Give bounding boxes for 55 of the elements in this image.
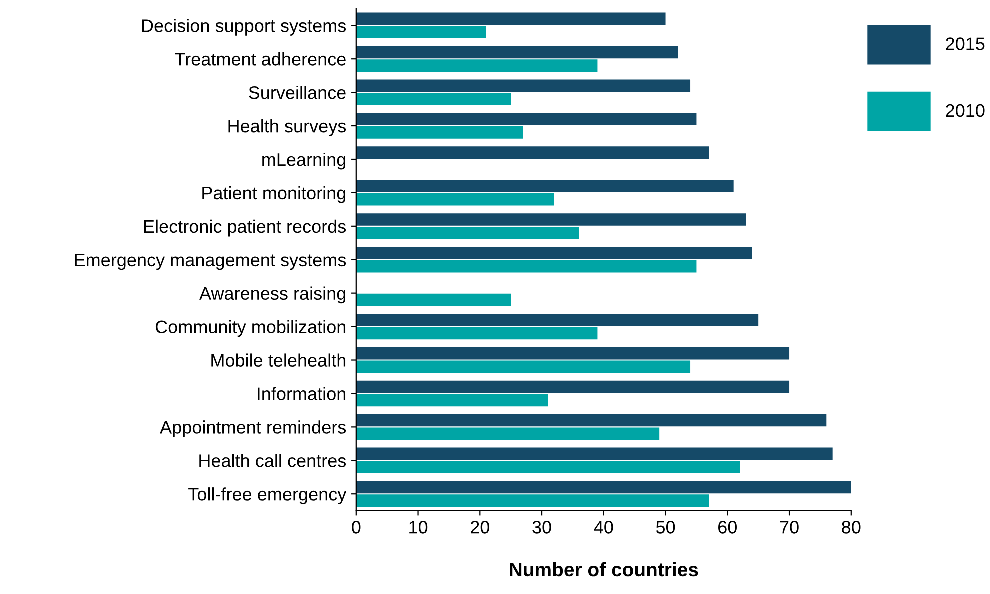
y-tick-label: Toll-free emergency (188, 488, 347, 504)
x-tick-label: 70 (780, 521, 799, 534)
x-tick-label: 30 (532, 521, 552, 534)
x-tick-label: 10 (410, 521, 428, 534)
y-tick-label: mLearning (262, 152, 346, 170)
bar (356, 461, 740, 474)
y-tick-label: Decision support systems (142, 19, 346, 36)
legend-label: 2010 (946, 104, 985, 118)
y-tick-label: Treatment adherence (175, 52, 346, 66)
bar (356, 414, 827, 427)
bar (356, 93, 512, 106)
bar (356, 193, 554, 206)
bar (356, 126, 524, 139)
y-tick-label: Appointment reminders (160, 420, 346, 438)
y-tick-label: Surveillance (249, 86, 346, 100)
bar (356, 226, 580, 240)
x-tick-label: 20 (471, 521, 490, 534)
x-tick-label: 50 (656, 521, 676, 534)
y-tick-label: Health call centres (200, 454, 346, 468)
bar (356, 448, 833, 460)
bar (356, 46, 678, 59)
bar (356, 394, 548, 407)
x-tick-label: 0 (352, 521, 361, 534)
bar (356, 428, 660, 440)
bar (356, 180, 734, 192)
bar (356, 214, 746, 226)
y-tick-label: Electronic patient records (144, 220, 346, 237)
x-tick-label: 80 (842, 521, 861, 534)
bar (356, 26, 486, 38)
y-tick-label: Awareness raising (200, 286, 346, 304)
y-tick-label: Health surveys (228, 119, 346, 136)
bar (356, 146, 710, 159)
y-tick-label: Mobile telehealth (212, 354, 346, 367)
bar (356, 80, 691, 92)
y-tick-label: Community mobilization (156, 320, 346, 338)
bar (356, 247, 752, 260)
legend-label: 2015 (946, 38, 985, 50)
bar (356, 113, 697, 126)
bar (356, 294, 512, 306)
bar (356, 260, 697, 273)
bar (356, 360, 691, 374)
x-axis-title: Number of countries (510, 562, 698, 577)
bar (356, 347, 790, 360)
bar (356, 60, 598, 72)
bar (356, 481, 852, 494)
x-tick-label: 40 (594, 521, 614, 534)
bar (356, 327, 598, 340)
y-tick-label: Emergency management systems (75, 254, 346, 270)
bar (356, 380, 790, 394)
y-tick-label: Patient monitoring (202, 186, 346, 204)
bar (356, 314, 759, 326)
y-tick-label: Information (258, 387, 346, 400)
bar (356, 12, 666, 26)
bar (356, 494, 710, 507)
x-tick-label: 60 (718, 521, 737, 534)
